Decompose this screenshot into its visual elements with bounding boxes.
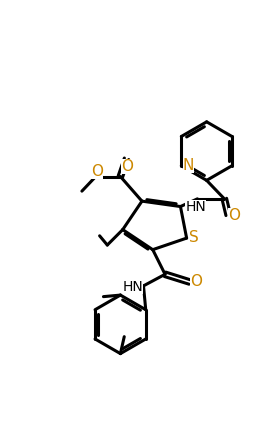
Text: O: O (91, 164, 103, 179)
Text: HN: HN (185, 200, 206, 214)
Text: S: S (189, 230, 199, 245)
Text: O: O (228, 207, 240, 223)
Text: N: N (183, 158, 194, 173)
Text: O: O (190, 275, 202, 289)
Text: HN: HN (122, 280, 143, 295)
Text: O: O (121, 159, 133, 174)
